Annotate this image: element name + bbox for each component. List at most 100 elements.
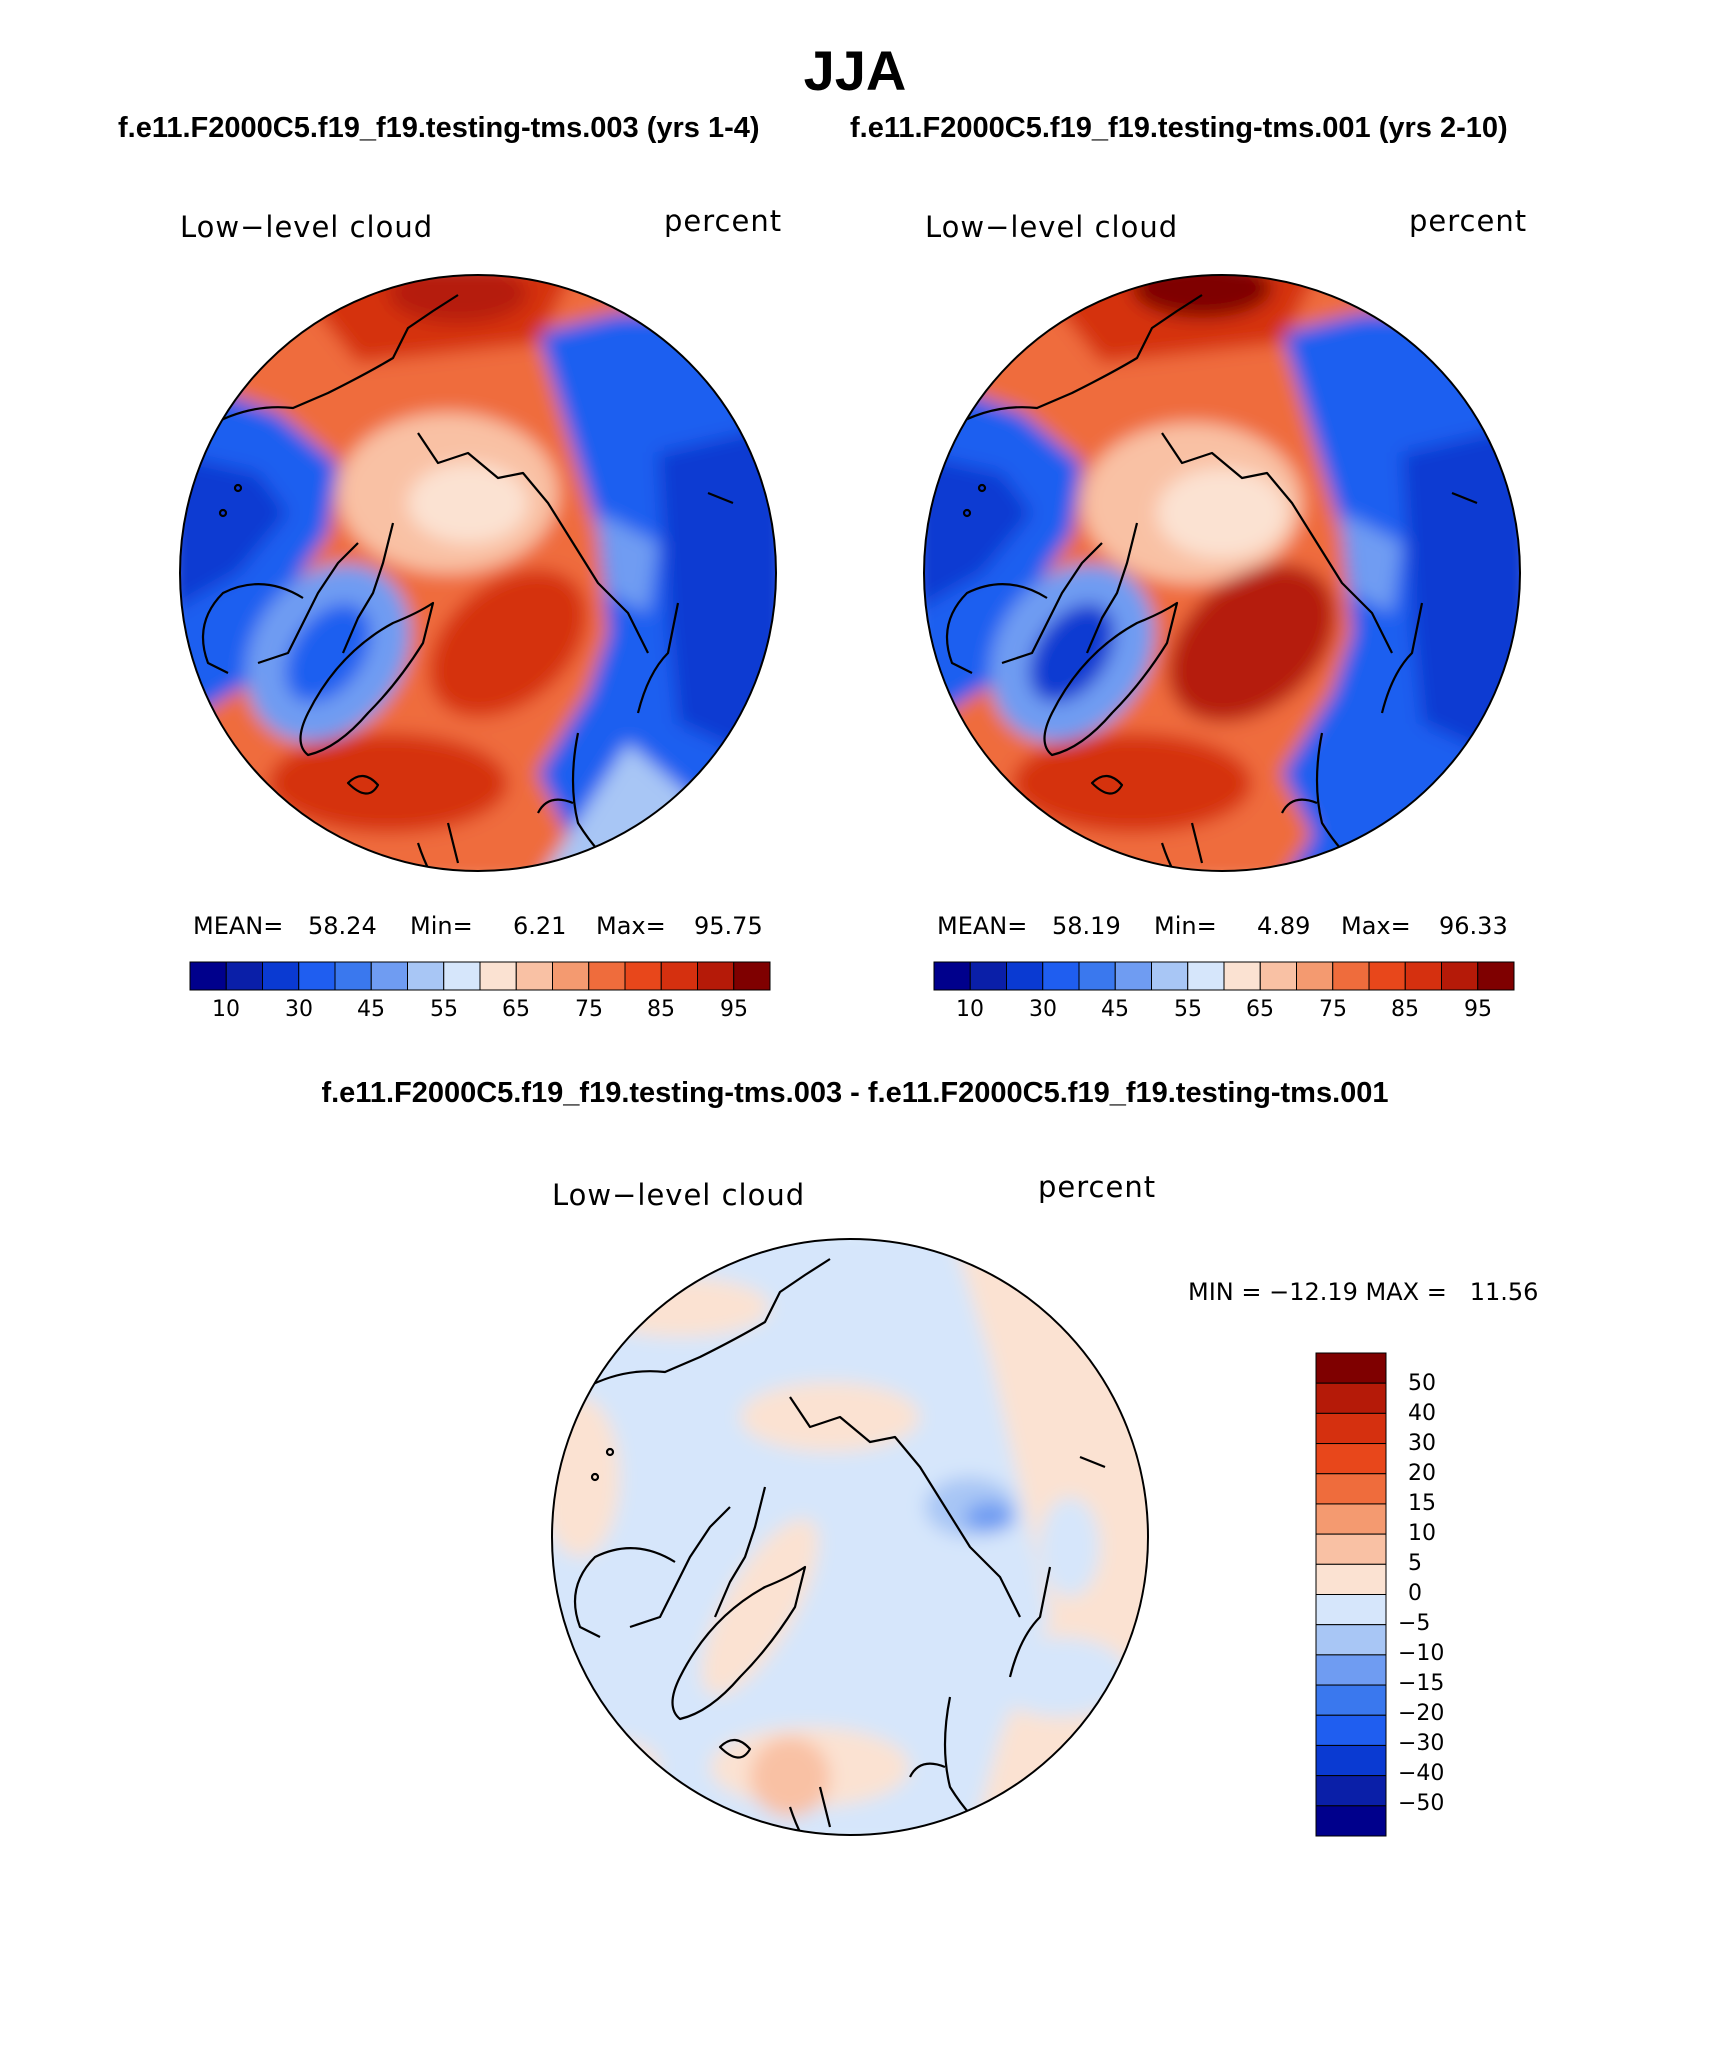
colorbar-tick-left: 65 (502, 997, 530, 1022)
figure-title: JJA (803, 39, 907, 102)
colorbar-difference (1315, 1352, 1387, 1837)
colorbar-right (933, 961, 1515, 991)
colorbar-swatch-difference (1315, 1563, 1387, 1595)
colorbar-swatch-left (733, 961, 771, 991)
min-label-right: Min= (1154, 912, 1217, 940)
colorbar-swatch-difference (1315, 1744, 1387, 1777)
colorbar-swatch-right (1404, 961, 1442, 991)
colorbar-swatch-left (443, 961, 481, 991)
colorbar-swatch-right (1042, 961, 1080, 991)
colorbar-tick-right: 45 (1101, 997, 1129, 1022)
run-title-right: f.e11.F2000C5.f19_f19.testing-tms.001 (y… (850, 112, 1508, 144)
colorbar-swatch-left (225, 961, 263, 991)
mean-value-left: 58.24 (308, 912, 377, 940)
diff-colorbar-tick: 20 (1408, 1461, 1436, 1486)
variable-label-left: Low−level cloud (180, 210, 434, 244)
cloud-map-left (180, 275, 776, 871)
mean-value-right: 58.19 (1052, 912, 1121, 940)
colorbar-swatch-left (660, 961, 698, 991)
max-label-right: Max= (1341, 912, 1411, 940)
colorbar-swatch-left (479, 961, 517, 991)
colorbar-swatch-right (1223, 961, 1261, 991)
colorbar-swatch-right (1151, 961, 1189, 991)
colorbar-swatch-left (624, 961, 662, 991)
colorbar-tick-left: 85 (647, 997, 675, 1022)
colorbar-tick-left: 95 (720, 997, 748, 1022)
colorbar-swatch-right (1368, 961, 1406, 991)
units-label-right: percent (1409, 204, 1528, 238)
colorbar-swatch-difference (1315, 1714, 1387, 1746)
diff-colorbar-tick: −30 (1398, 1731, 1445, 1756)
colorbar-swatch-right (1187, 961, 1225, 991)
colorbar-swatch-left (407, 961, 445, 991)
diff-colorbar-tick: −20 (1398, 1701, 1445, 1726)
colorbar-swatch-right (1477, 961, 1515, 991)
map-border-difference (551, 1238, 1149, 1836)
diff-colorbar-tick: −50 (1398, 1791, 1445, 1816)
colorbar-tick-left: 30 (285, 997, 313, 1022)
colorbar-swatch-right (969, 961, 1007, 991)
diff-colorbar-tick: −15 (1398, 1671, 1445, 1696)
diff-colorbar-tick: 0 (1408, 1581, 1422, 1606)
mean-label-right: MEAN= (937, 912, 1028, 940)
colorbar-swatch-left (588, 961, 626, 991)
max-value-right: 96.33 (1439, 912, 1508, 940)
colorbar-swatch-difference (1315, 1382, 1387, 1414)
colorbar-swatch-right (1296, 961, 1334, 991)
colorbar-swatch-right (1114, 961, 1152, 991)
diff-colorbar-tick: −5 (1398, 1611, 1431, 1636)
colorbar-swatch-difference (1315, 1443, 1387, 1475)
diff-colorbar-tick: −40 (1398, 1761, 1445, 1786)
diff-colorbar-tick: 10 (1408, 1521, 1436, 1546)
colorbar-swatch-difference (1315, 1533, 1387, 1565)
map-border-left (179, 274, 777, 872)
diff-colorbar-tick: 5 (1408, 1551, 1422, 1576)
colorbar-tick-right: 95 (1464, 997, 1492, 1022)
colorbar-swatch-difference (1315, 1654, 1387, 1686)
min-value-right: 4.89 (1257, 912, 1311, 940)
colorbar-swatch-right (933, 961, 971, 991)
colorbar-swatch-left (334, 961, 372, 991)
max-value-left: 95.75 (694, 912, 763, 940)
colorbar-swatch-difference (1315, 1775, 1387, 1807)
colorbar-swatch-difference (1315, 1352, 1387, 1384)
colorbar-swatch-left (189, 961, 227, 991)
colorbar-swatch-difference (1315, 1412, 1387, 1445)
colorbar-tick-right: 65 (1246, 997, 1274, 1022)
min-label-left: Min= (410, 912, 473, 940)
colorbar-swatch-left (552, 961, 590, 991)
cloud-map-difference (552, 1239, 1148, 1835)
diff-colorbar-tick: 50 (1408, 1371, 1436, 1396)
colorbar-swatch-right (1078, 961, 1116, 991)
colorbar-swatch-left (262, 961, 300, 991)
mean-label-left: MEAN= (193, 912, 284, 940)
diff-colorbar-tick: 30 (1408, 1431, 1436, 1456)
colorbar-tick-left: 10 (212, 997, 240, 1022)
colorbar-swatch-difference (1315, 1473, 1387, 1505)
variable-label-diff: Low−level cloud (552, 1178, 806, 1212)
colorbar-tick-right: 10 (956, 997, 984, 1022)
colorbar-tick-right: 85 (1391, 997, 1419, 1022)
min-value-left: 6.21 (513, 912, 567, 940)
colorbar-swatch-right (1332, 961, 1370, 991)
colorbar-swatch-right (1441, 961, 1479, 991)
cloud-map-right (924, 275, 1520, 871)
colorbar-swatch-left (515, 961, 553, 991)
difference-title: f.e11.F2000C5.f19_f19.testing-tms.003 - … (321, 1077, 1389, 1109)
diff-colorbar-tick: 40 (1408, 1401, 1436, 1426)
colorbar-swatch-left (298, 961, 336, 991)
colorbar-swatch-difference (1315, 1624, 1387, 1656)
colorbar-swatch-left (370, 961, 408, 991)
colorbar-tick-left: 45 (357, 997, 385, 1022)
colorbar-swatch-difference (1315, 1684, 1387, 1716)
units-label-left: percent (664, 204, 783, 238)
diff-colorbar-tick: 15 (1408, 1491, 1436, 1516)
colorbar-tick-right: 75 (1319, 997, 1347, 1022)
run-title-left: f.e11.F2000C5.f19_f19.testing-tms.003 (y… (118, 112, 760, 144)
colorbar-tick-left: 55 (430, 997, 458, 1022)
colorbar-tick-left: 75 (575, 997, 603, 1022)
colorbar-swatch-difference (1315, 1503, 1387, 1535)
colorbar-swatch-right (1006, 961, 1044, 991)
units-label-diff: percent (1038, 1170, 1157, 1204)
